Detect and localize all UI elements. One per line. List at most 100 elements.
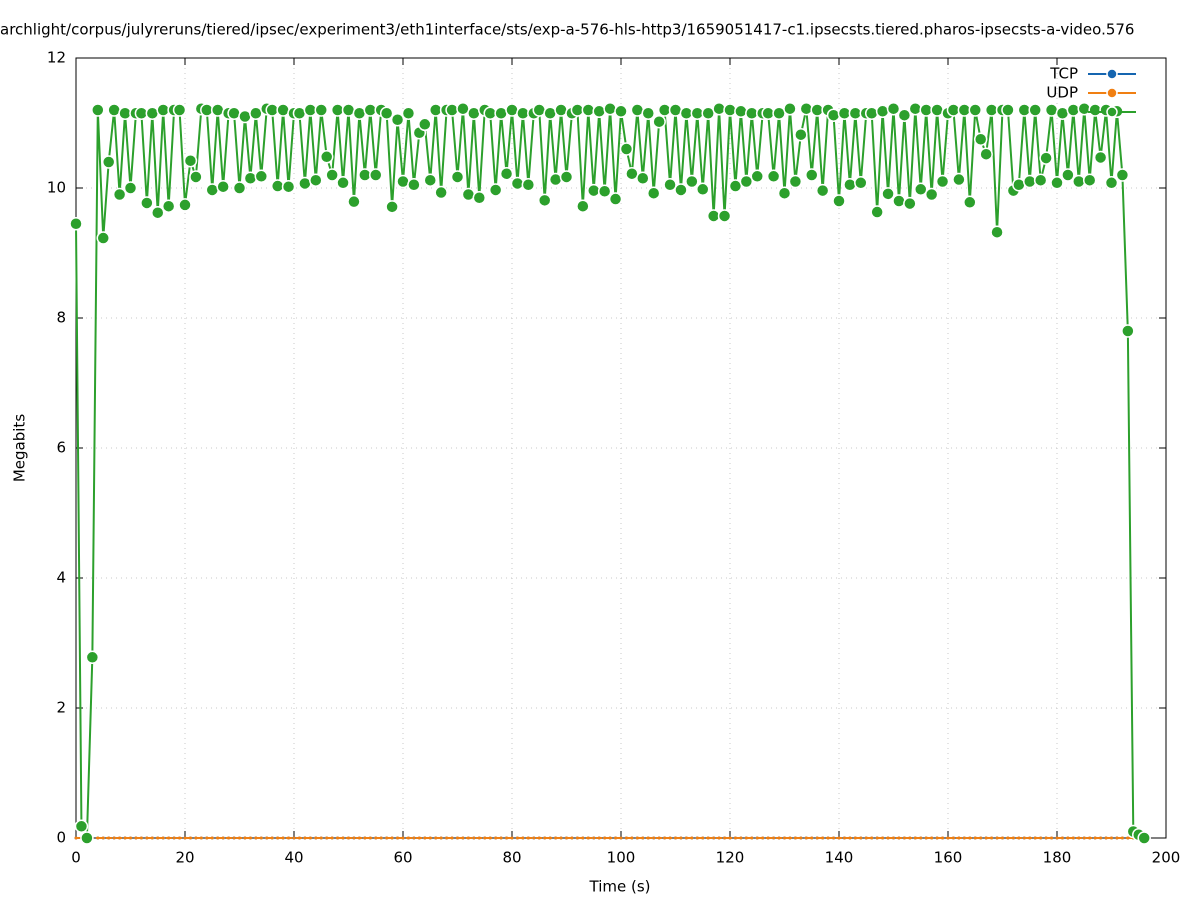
data-point	[1001, 103, 1015, 117]
data-point	[696, 182, 710, 197]
data-point	[428, 836, 432, 840]
data-point	[347, 836, 350, 840]
data-point	[635, 836, 639, 840]
data-point	[935, 174, 950, 189]
data-point	[1066, 103, 1081, 117]
legend-label: UDP	[1046, 84, 1078, 102]
data-point	[636, 171, 650, 185]
data-point	[341, 103, 356, 117]
data-point	[908, 101, 923, 116]
data-point	[603, 836, 607, 840]
data-point	[379, 106, 394, 120]
data-point	[963, 195, 977, 210]
data-point	[199, 836, 203, 840]
data-point	[134, 836, 138, 840]
data-point	[881, 187, 895, 201]
data-point	[815, 183, 830, 198]
data-point	[772, 836, 776, 840]
data-point	[232, 836, 236, 840]
data-point	[821, 836, 825, 840]
data-point	[712, 101, 726, 116]
data-point	[984, 836, 988, 840]
x-axis-label: Time (s)	[589, 878, 651, 896]
data-point	[663, 836, 667, 840]
legend-marker	[1106, 68, 1118, 80]
data-point	[783, 836, 786, 840]
data-point	[243, 836, 247, 840]
data-point	[129, 836, 132, 840]
data-point	[1050, 176, 1064, 190]
data-point	[1104, 836, 1108, 840]
data-point	[1023, 174, 1037, 189]
data-point	[728, 836, 732, 840]
data-point	[554, 103, 568, 117]
x-tick-label: 40	[284, 849, 303, 867]
data-point	[794, 127, 808, 142]
data-point	[74, 836, 78, 840]
data-point	[494, 836, 498, 840]
y-tick-label: 0	[56, 829, 66, 847]
data-point	[903, 196, 917, 211]
data-point	[521, 178, 536, 192]
data-point	[112, 836, 116, 840]
legend-label: TCP	[1049, 65, 1078, 83]
data-point	[1088, 836, 1092, 840]
data-point	[287, 836, 291, 840]
data-point	[837, 836, 841, 840]
data-point	[761, 836, 765, 840]
data-point	[101, 155, 116, 169]
data-point	[886, 836, 890, 840]
data-point	[472, 191, 487, 205]
data-point	[712, 836, 716, 840]
data-point	[1028, 103, 1042, 117]
data-point	[210, 103, 225, 117]
data-point	[968, 103, 982, 117]
data-point	[1110, 836, 1113, 840]
data-point	[450, 836, 454, 840]
data-point	[205, 183, 219, 197]
data-point	[668, 103, 683, 117]
data-point	[265, 836, 269, 840]
data-point	[336, 836, 340, 840]
data-point	[543, 836, 547, 840]
data-point	[815, 836, 819, 840]
data-point	[886, 101, 901, 116]
x-tick-label: 140	[825, 849, 854, 867]
data-point	[559, 170, 574, 184]
data-point	[477, 836, 481, 840]
data-point	[445, 103, 459, 117]
data-point	[870, 836, 874, 840]
data-point	[418, 117, 432, 132]
data-point	[505, 836, 509, 840]
data-point	[74, 819, 89, 834]
y-tick-label: 8	[56, 309, 66, 327]
data-point	[232, 181, 247, 195]
data-point	[161, 836, 165, 840]
data-point	[674, 836, 677, 840]
data-point	[347, 194, 361, 209]
data-point	[957, 836, 961, 840]
data-point	[853, 836, 857, 840]
data-point	[842, 836, 846, 840]
data-point	[892, 194, 906, 208]
data-point	[1033, 173, 1048, 187]
data-point	[570, 836, 574, 840]
y-tick-label: 12	[47, 49, 66, 67]
data-point	[91, 103, 105, 117]
data-point	[930, 836, 934, 840]
data-point	[1121, 324, 1135, 338]
data-point	[685, 174, 699, 189]
data-point	[183, 153, 198, 168]
data-point	[521, 836, 525, 840]
data-point	[194, 836, 198, 840]
data-point	[586, 836, 590, 840]
data-point	[1001, 836, 1004, 840]
data-point	[483, 836, 487, 840]
data-point	[897, 108, 912, 122]
data-point	[870, 205, 884, 219]
data-point	[739, 836, 743, 840]
data-point	[826, 108, 841, 122]
data-point	[172, 836, 176, 840]
data-point	[488, 836, 492, 840]
data-point	[952, 172, 966, 187]
